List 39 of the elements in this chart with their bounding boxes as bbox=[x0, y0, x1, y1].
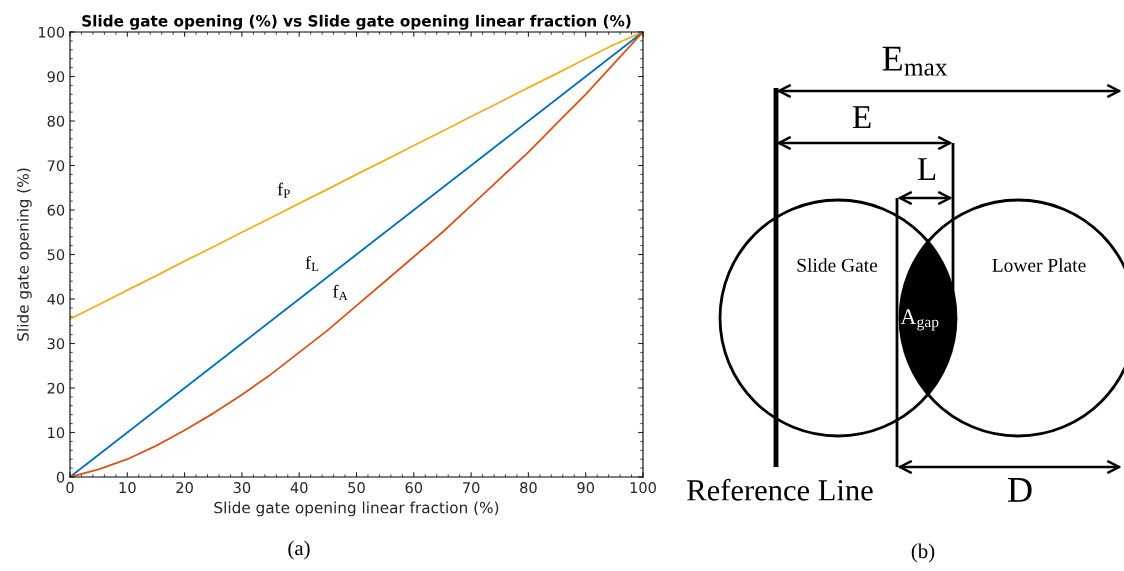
text: D bbox=[1008, 478, 1032, 502]
text: Reference Line bbox=[687, 478, 873, 501]
text: (b) bbox=[911, 543, 935, 563]
x-tick-label: 60 bbox=[405, 482, 423, 494]
y-tick-label: 20 bbox=[47, 382, 65, 394]
x-tick-label: 80 bbox=[520, 482, 537, 494]
x-tick-label: 70 bbox=[463, 482, 480, 494]
x-tick-label: 100 bbox=[630, 482, 656, 494]
y-tick-label: 60 bbox=[47, 204, 65, 216]
y-tick-label: 40 bbox=[47, 293, 65, 305]
x-tick-label: 50 bbox=[348, 482, 365, 494]
x-tick-label: 40 bbox=[290, 482, 308, 494]
text: (a) bbox=[288, 540, 310, 560]
y-tick-label: 90 bbox=[47, 71, 65, 83]
x-tick-label: 0 bbox=[66, 482, 74, 494]
text: Slide Gate bbox=[797, 258, 878, 272]
text: E$_{max}$ bbox=[882, 46, 948, 76]
x-tick-label: 90 bbox=[577, 482, 595, 494]
series-label: f$_{A}$ bbox=[333, 284, 348, 301]
series-label: f$_{P}$ bbox=[277, 182, 290, 198]
x-tick-label: 10 bbox=[119, 482, 136, 494]
chart-title: Slide gate opening (%) vs Slide gate opening linear fraction (%) bbox=[82, 14, 631, 30]
x-axis-title: Slide gate opening linear fraction (%) bbox=[214, 501, 499, 517]
line-series bbox=[70, 32, 643, 477]
y-tick-label: 0 bbox=[56, 471, 65, 483]
y-axis-title: Slide gate opening (%) bbox=[16, 168, 32, 341]
y-tick-label: 100 bbox=[38, 26, 65, 38]
text: L bbox=[917, 158, 936, 181]
text: A$_{gap}$ bbox=[900, 309, 939, 331]
y-tick-label: 70 bbox=[47, 160, 65, 172]
text: Lower Plate bbox=[992, 258, 1086, 272]
y-tick-label: 10 bbox=[48, 427, 65, 439]
y-tick-label: 50 bbox=[47, 249, 65, 261]
text: E bbox=[852, 106, 871, 129]
series-label: f$_{L}$ bbox=[305, 255, 319, 272]
x-tick-label: 20 bbox=[176, 482, 193, 494]
y-tick-label: 80 bbox=[47, 115, 65, 127]
y-tick-label: 30 bbox=[47, 338, 65, 350]
x-tick-label: 30 bbox=[233, 482, 251, 494]
